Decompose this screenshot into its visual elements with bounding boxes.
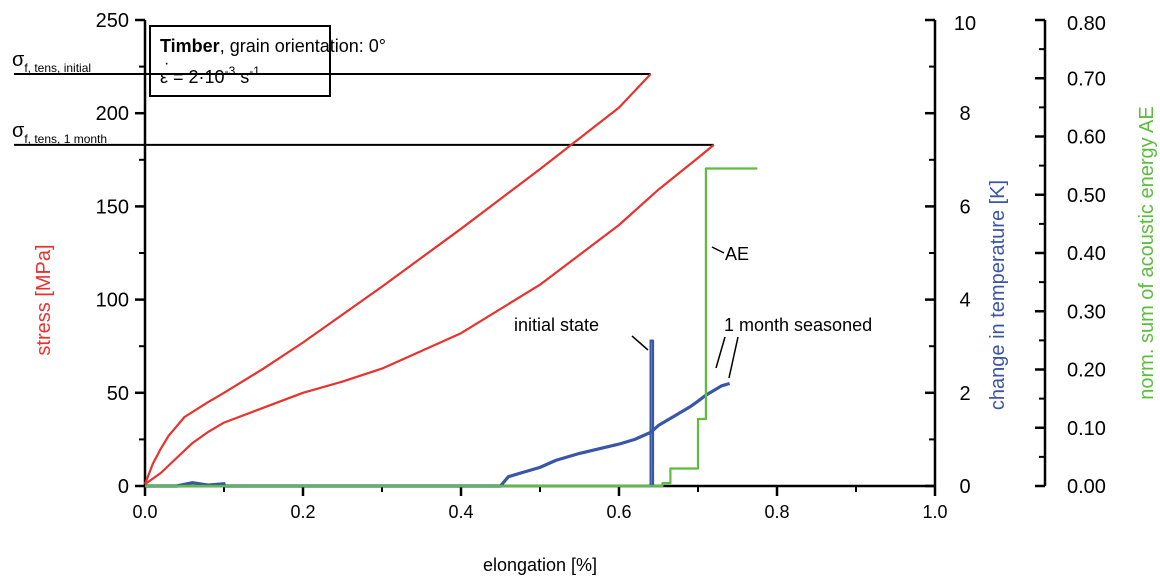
ae-tick-label: 0.60 (1067, 127, 1106, 149)
info-rate-unit: s (235, 67, 249, 87)
series-line-temperature (145, 381, 731, 488)
annotation-ae: AE (725, 244, 749, 264)
stress-tick-label: 50 (107, 383, 129, 405)
ae-tick-label: 0.10 (1067, 418, 1106, 440)
reference-label-0: σf, tens, initial (12, 49, 91, 75)
x-tick-label: 0.2 (290, 502, 315, 522)
ae-tick-label: 0.30 (1067, 301, 1106, 323)
annotation-initial-leader (631, 335, 649, 351)
info-box: Timber, grain orientation: 0° ε = 2·10-3… (149, 25, 386, 97)
stress-tick-label: 0 (118, 476, 129, 498)
annotation-seasoned-leader-1 (715, 336, 726, 369)
temperature-tick-label: 0 (959, 476, 970, 498)
series-line-stress_seasoned (144, 144, 715, 486)
annotation-seasoned: 1 month seasoned (724, 315, 872, 335)
stress-tick-label: 150 (96, 196, 129, 218)
info-rate-exp: -3 (225, 64, 236, 78)
ae-tick-label: 0.80 (1067, 13, 1106, 35)
ae-tick-label: 0.20 (1067, 360, 1106, 382)
info-material: Timber (160, 36, 220, 56)
series-line-ae (145, 167, 758, 488)
info-rate-dot: · (164, 55, 169, 72)
annotations: initial state 1 month seasoned AE (514, 244, 872, 379)
x-tick-label: 1.0 (922, 502, 947, 522)
reference-label-1: σf, tens, 1 month (12, 120, 107, 146)
stress-tick-label: 250 (96, 10, 129, 32)
x-axis-label: elongation [%] (483, 555, 597, 575)
annotation-seasoned-leader-2 (728, 336, 739, 379)
ae-tick-label: 0.40 (1067, 243, 1106, 265)
temperature-tick-label: 8 (959, 103, 970, 125)
series-layer (143, 73, 758, 488)
ae-tick-label: 0.50 (1067, 185, 1106, 207)
temperature-tick-label: 2 (959, 383, 970, 405)
x-tick-label: 0.6 (606, 502, 631, 522)
info-rate-unit-exp: -1 (249, 64, 260, 78)
x-tick-label: 0.4 (448, 502, 473, 522)
series-line-temperature_spike (649, 339, 655, 486)
axis-ticks: 0.0 0.2 0.4 0.6 0.8 1.0 0 50 100 150 200 250 0 2 4 6 8 10… (96, 10, 1106, 522)
ae-axis-label: norm. sum of acoustic energy AE (1136, 106, 1158, 399)
info-box-line1: Timber, grain orientation: 0° (160, 36, 386, 56)
x-tick-label: 0.0 (132, 502, 157, 522)
temperature-tick-label: 6 (959, 196, 970, 218)
temperature-axis-label: change in temperature [K] (987, 180, 1009, 410)
info-rate: ε = 2·10 (160, 67, 225, 87)
temperature-tick-label: 4 (959, 290, 970, 312)
annotation-ae-leader (711, 246, 725, 254)
reference-lines: σf, tens, initial σf, tens, 1 month (12, 49, 714, 146)
info-box-line2: ε = 2·10-3 s-1 (160, 64, 260, 87)
x-tick-label: 0.8 (764, 502, 789, 522)
ae-tick-label: 0.70 (1067, 68, 1106, 90)
annotation-initial-state: initial state (514, 315, 599, 335)
stress-tick-label: 100 (96, 290, 129, 312)
info-box-frame (149, 25, 331, 97)
stress-tick-label: 200 (96, 103, 129, 125)
ae-tick-label: 0.00 (1067, 476, 1106, 498)
stress-axis-label: stress [MPa] (33, 244, 55, 355)
series-line-stress_initial (143, 73, 652, 485)
temperature-tick-label: 10 (954, 13, 976, 35)
info-orientation: , grain orientation: 0° (220, 36, 386, 56)
